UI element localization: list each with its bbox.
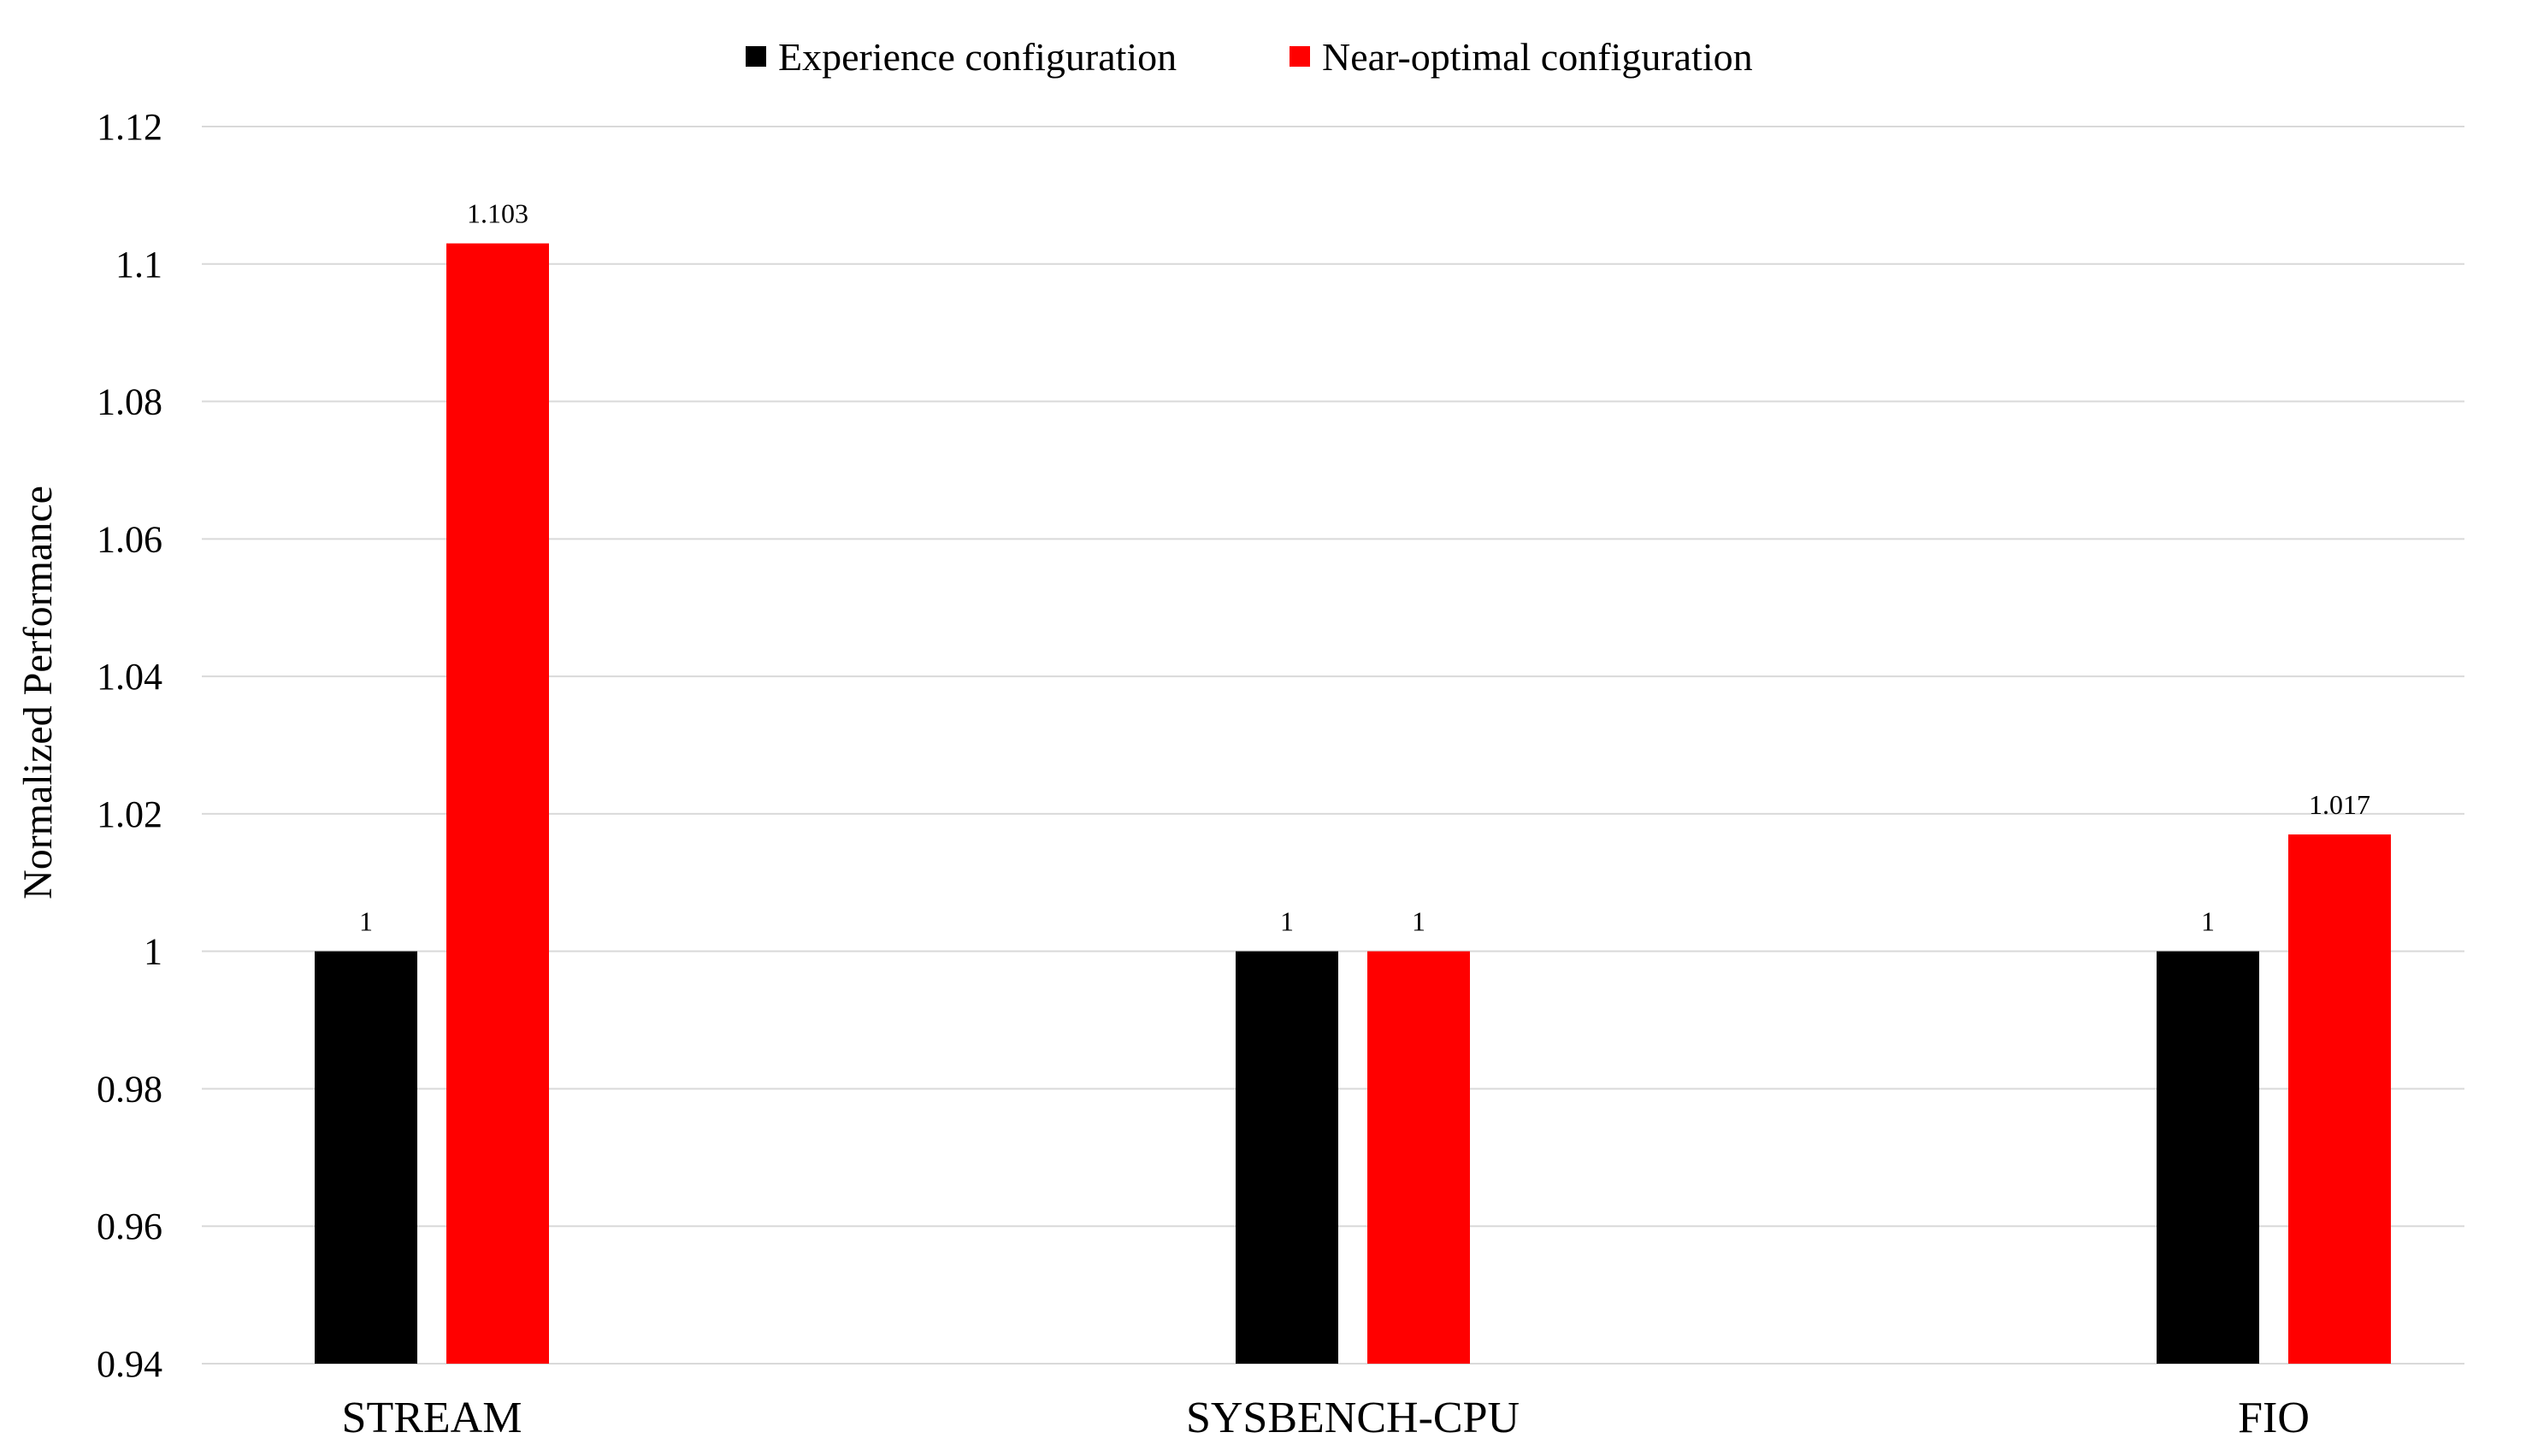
legend-swatch xyxy=(746,46,766,67)
legend: Experience configuration Near-optimal con… xyxy=(746,35,1753,79)
x-category-label: SYSBENCH-CPU xyxy=(1186,1394,1520,1442)
bar-experience-stream xyxy=(315,951,417,1364)
bar-experience-sysbench-cpu xyxy=(1236,951,1338,1364)
legend-label: Experience configuration xyxy=(778,35,1177,79)
bar-near-optimal-fio xyxy=(2288,834,2391,1364)
bar-experience-fio xyxy=(2157,951,2259,1364)
data-label: 1.103 xyxy=(467,198,528,229)
data-labels: 1 1 1 1.103 1 1.017 xyxy=(359,198,2370,937)
y-tick-label: 0.94 xyxy=(97,1343,162,1385)
legend-label: Near-optimal configuration xyxy=(1322,35,1753,79)
y-tick-label: 1.02 xyxy=(97,793,162,835)
y-tick-label: 1.04 xyxy=(97,656,162,698)
y-axis-title: Normalized Performance xyxy=(15,486,61,899)
data-label: 1 xyxy=(359,906,373,937)
x-category-label: STREAM xyxy=(342,1394,522,1442)
x-category-label: FIO xyxy=(2238,1394,2310,1442)
legend-swatch xyxy=(1290,46,1310,67)
y-tick-label: 1 xyxy=(144,931,162,973)
bars xyxy=(315,243,2391,1364)
y-tick-label: 1.1 xyxy=(115,244,162,286)
x-axis-categories: STREAM SYSBENCH-CPU FIO xyxy=(342,1394,2310,1442)
bar-near-optimal-stream xyxy=(446,243,549,1364)
y-tick-label: 1.06 xyxy=(97,518,162,560)
data-label: 1 xyxy=(1280,906,1294,937)
y-tick-label: 0.98 xyxy=(97,1068,162,1110)
y-tick-label: 1.12 xyxy=(97,106,162,148)
data-label: 1.017 xyxy=(2309,789,2370,820)
y-tick-label: 0.96 xyxy=(97,1205,162,1247)
data-label: 1 xyxy=(1412,906,1425,937)
gridlines xyxy=(202,126,2464,1365)
y-axis-ticks: 0.94 0.96 0.98 1 1.02 1.04 1.06 1.08 1.1 1.12 xyxy=(97,106,162,1385)
bar-near-optimal-sysbench-cpu xyxy=(1367,951,1470,1364)
y-tick-label: 1.08 xyxy=(97,381,162,423)
data-label: 1 xyxy=(2201,906,2215,937)
